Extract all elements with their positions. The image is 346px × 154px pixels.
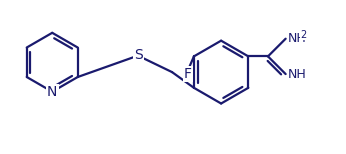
Text: NH: NH <box>288 68 306 81</box>
Text: 2: 2 <box>300 30 307 40</box>
Text: F: F <box>184 67 192 81</box>
Text: N: N <box>47 85 57 99</box>
Text: S: S <box>134 48 143 62</box>
Text: NH: NH <box>288 32 306 45</box>
